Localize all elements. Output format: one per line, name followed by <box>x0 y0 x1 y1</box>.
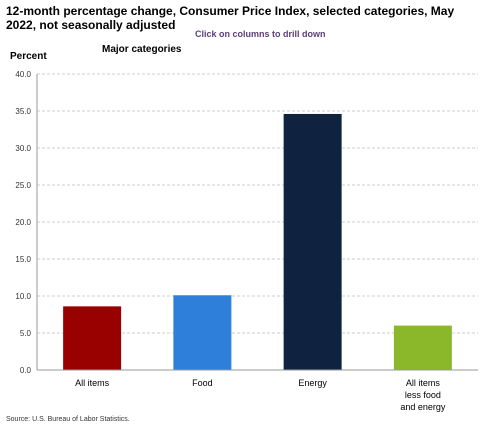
y-tick-label: 5.0 <box>20 329 32 338</box>
bars <box>63 113 452 371</box>
chart-subtitle: Major categories <box>102 44 182 55</box>
y-tick-label: 25.0 <box>15 181 31 190</box>
y-tick-label: 30.0 <box>15 144 31 153</box>
y-tick-label: 10.0 <box>15 292 31 301</box>
drill-down-hint: Click on columns to drill down <box>195 29 326 39</box>
chart-title: 12-month percentage change, Consumer Pri… <box>6 4 455 32</box>
y-tick-label: 15.0 <box>15 255 31 264</box>
x-tick-label: Energy <box>298 378 327 388</box>
bar-energy[interactable] <box>283 113 342 371</box>
source-note: Source: U.S. Bureau of Labor Statistics. <box>6 416 130 423</box>
bar-all-items[interactable] <box>63 306 122 370</box>
y-tick-label: 40.0 <box>15 70 31 79</box>
x-axis-ticks: All items Food Energy All items less food and… <box>75 378 446 412</box>
x-tick-label: All items less food and energy <box>400 378 446 412</box>
y-tick-label: 20.0 <box>15 218 31 227</box>
bar-all-items-less-food-and-energy[interactable] <box>393 325 452 370</box>
x-tick-label: All items <box>75 378 110 388</box>
y-axis-label: Percent <box>10 51 47 62</box>
y-axis-ticks: 0.0 5.0 10.0 15.0 20.0 25.0 30.0 35.0 40.0 <box>15 70 31 375</box>
x-tick-label: Food <box>192 378 213 388</box>
y-tick-label: 35.0 <box>15 107 31 116</box>
bar-food[interactable] <box>173 295 232 370</box>
grid-lines <box>37 73 478 334</box>
y-tick-label: 0.0 <box>20 366 32 375</box>
